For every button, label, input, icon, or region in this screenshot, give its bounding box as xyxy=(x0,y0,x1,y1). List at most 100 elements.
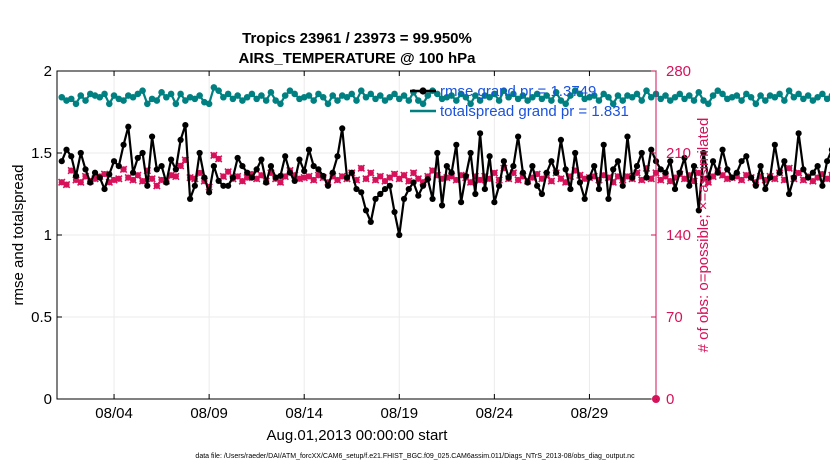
rmse-point-36 xyxy=(229,174,236,181)
rmse-point-19 xyxy=(148,133,156,140)
rmse-point-118 xyxy=(619,182,626,189)
rmse-point-135 xyxy=(700,149,707,157)
spread-point-113 xyxy=(595,97,603,104)
rmse-point-91 xyxy=(491,199,498,206)
spread-point-86 xyxy=(467,100,474,108)
spread-point-94 xyxy=(505,93,512,101)
rmse-point-122 xyxy=(638,149,645,157)
rmse-point-8 xyxy=(96,174,103,181)
spread-point-46 xyxy=(277,100,284,108)
spread-point-37 xyxy=(234,92,241,99)
spread-point-61 xyxy=(348,90,356,98)
rmse-point-74 xyxy=(410,179,417,186)
rmse-point-76 xyxy=(419,182,427,189)
spread-point-68 xyxy=(381,97,389,104)
rmse-point-11 xyxy=(110,158,118,165)
rmse-point-21 xyxy=(158,163,165,170)
spread-point-40 xyxy=(248,90,256,98)
rmse-point-126 xyxy=(657,166,664,173)
rmse-point-140 xyxy=(724,166,731,173)
spread-point-76 xyxy=(419,100,427,108)
rmse-point-25 xyxy=(177,136,184,143)
y-tick-label-right-1: 70 xyxy=(666,309,683,326)
rmse-point-123 xyxy=(643,174,650,181)
spread-point-32 xyxy=(210,84,218,91)
rmse-point-121 xyxy=(633,163,641,170)
rmse-point-133 xyxy=(690,163,698,170)
spread-point-136 xyxy=(704,100,712,108)
spread-point-127 xyxy=(662,92,669,99)
rmse-point-93 xyxy=(500,158,507,165)
obs-assim-point-126 xyxy=(656,176,665,184)
rmse-point-16 xyxy=(134,154,141,162)
rmse-point-17 xyxy=(139,149,146,157)
rmse-point-24 xyxy=(172,166,179,173)
rmse-point-52 xyxy=(305,146,313,153)
spread-point-75 xyxy=(415,97,422,104)
rmse-point-42 xyxy=(258,156,265,163)
x-tick-label-5: 08/29 xyxy=(571,405,609,422)
spread-point-65 xyxy=(367,90,375,98)
spread-point-10 xyxy=(105,100,113,108)
rmse-point-86 xyxy=(467,149,474,157)
rmse-point-6 xyxy=(87,179,94,186)
rmse-point-155 xyxy=(795,130,802,137)
rmse-point-20 xyxy=(153,166,160,173)
spread-point-95 xyxy=(510,90,517,98)
chart-title-line2: AIRS_TEMPERATURE @ 100 hPa xyxy=(239,50,477,67)
spread-point-90 xyxy=(486,93,493,101)
chart-title-line1: Tropics 23961 / 23973 = 99.950% xyxy=(242,30,472,47)
spread-point-60 xyxy=(343,93,351,101)
rmse-point-108 xyxy=(572,149,579,157)
rmse-point-33 xyxy=(215,177,222,184)
rmse-point-98 xyxy=(524,179,531,186)
spread-point-55 xyxy=(319,93,327,101)
obs-assim-point-33 xyxy=(214,155,223,163)
rmse-point-37 xyxy=(234,154,241,162)
spread-point-123 xyxy=(643,87,650,94)
spread-point-36 xyxy=(229,95,237,103)
rmse-point-124 xyxy=(648,146,655,153)
rmse-point-132 xyxy=(686,182,693,189)
spread-point-129 xyxy=(671,93,679,101)
rmse-point-109 xyxy=(576,179,584,186)
rmse-point-111 xyxy=(586,174,593,181)
rmse-point-85 xyxy=(462,172,469,180)
rmse-point-55 xyxy=(320,172,327,180)
spread-point-115 xyxy=(605,93,612,101)
spread-point-62 xyxy=(353,97,360,104)
spread-point-31 xyxy=(205,100,213,108)
spread-point-18 xyxy=(144,100,151,108)
spread-point-144 xyxy=(743,90,750,98)
rmse-point-9 xyxy=(101,185,108,193)
obs-assim-point-105 xyxy=(557,175,565,183)
y-tick-label-left-4: 2 xyxy=(44,63,52,80)
rmse-point-13 xyxy=(120,141,127,148)
spread-point-93 xyxy=(500,87,508,94)
legend-rmse-marker xyxy=(419,87,427,95)
rmse-point-153 xyxy=(786,190,793,198)
spread-point-132 xyxy=(685,92,693,99)
rmse-point-154 xyxy=(790,174,797,181)
spread-point-43 xyxy=(262,97,270,104)
spread-point-22 xyxy=(163,93,170,101)
spread-point-121 xyxy=(633,90,641,98)
spread-point-130 xyxy=(676,90,684,98)
rmse-point-116 xyxy=(610,166,617,173)
spread-point-29 xyxy=(196,92,203,99)
obs-assim-point-14 xyxy=(124,173,133,182)
spread-point-25 xyxy=(177,90,184,98)
rmse-point-161 xyxy=(824,158,830,165)
spread-point-134 xyxy=(695,89,703,96)
spread-point-116 xyxy=(609,100,617,108)
spread-point-106 xyxy=(562,100,569,108)
rmse-point-134 xyxy=(695,207,702,214)
obs-assim-point-58 xyxy=(333,176,342,184)
rmse-point-1 xyxy=(63,146,70,153)
obs-assim-point-63 xyxy=(357,164,366,172)
rmse-point-150 xyxy=(771,141,778,148)
spread-point-98 xyxy=(524,97,531,104)
rmse-point-40 xyxy=(248,174,256,181)
spread-point-128 xyxy=(666,97,674,104)
x-tick-label-4: 08/24 xyxy=(476,405,514,422)
